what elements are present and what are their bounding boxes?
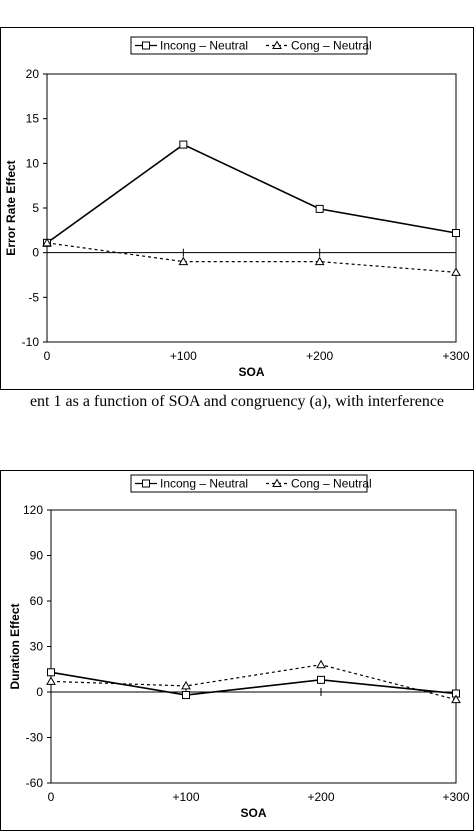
- plot-area: [50, 509, 457, 784]
- figure-caption: ent 1 as a function of SOA and congruenc…: [29, 393, 445, 410]
- y-tick-label: -60: [26, 776, 44, 790]
- data-point-2: [42, 237, 52, 247]
- legend: Incong – Neutral Cong – Neutral: [130, 474, 372, 493]
- data-point-1: [317, 675, 325, 684]
- data-point-1: [315, 204, 324, 213]
- legend-box: [130, 474, 368, 493]
- y-tick-label: 15: [26, 112, 40, 126]
- data-point-2: [181, 680, 191, 690]
- data-point-2: [46, 676, 56, 685]
- legend-label-1: Incong – Neutral: [160, 39, 248, 53]
- data-point-1: [179, 140, 188, 149]
- y-tick-label: -5: [28, 290, 39, 304]
- data-point-2: [451, 694, 461, 704]
- data-point-2: [314, 256, 325, 266]
- y-tick-label: 90: [30, 549, 44, 563]
- data-point-1: [452, 229, 460, 238]
- x-tick-label: +200: [307, 790, 334, 804]
- plot-area: [46, 73, 457, 343]
- legend: Incong – Neutral Cong – Neutral: [130, 36, 372, 55]
- duration-chart: 120 90 60 30 0 -30 -60 0 +100 +200 +300 SOA Duration…: [0, 470, 474, 831]
- y-axis-label: Duration Effect: [8, 603, 22, 689]
- legend-marker-2: [272, 478, 282, 487]
- legend-marker-1: [142, 41, 150, 50]
- y-tick-label: 10: [26, 156, 40, 170]
- legend-label-2: Cong – Neutral: [291, 39, 372, 53]
- legend-label-2: Cong – Neutral: [291, 477, 372, 491]
- x-tick-label: +300: [442, 349, 469, 363]
- y-tick-label: -10: [22, 335, 40, 349]
- x-tick-label: 0: [44, 349, 51, 363]
- series-line-2: [46, 242, 457, 273]
- legend-box: [130, 36, 368, 55]
- y-tick-label: 20: [26, 67, 40, 81]
- series-line-1: [46, 143, 457, 244]
- x-tick-label: +300: [442, 790, 469, 804]
- duration-chart-svg: 120 90 60 30 0 -30 -60 0 +100 +200 +300 SOA Duration…: [8, 474, 470, 820]
- legend-marker-2: [272, 40, 282, 49]
- y-tick-label: 30: [30, 640, 44, 654]
- x-tick-label: +200: [306, 349, 333, 363]
- data-point-2: [451, 267, 461, 276]
- x-tick-label: +100: [170, 349, 197, 363]
- y-tick-label: 120: [23, 503, 43, 517]
- x-axis-label: SOA: [240, 806, 266, 820]
- x-axis-label: SOA: [238, 365, 264, 379]
- y-tick-label: 0: [32, 246, 39, 260]
- data-point-1: [182, 691, 190, 700]
- legend-label-1: Incong – Neutral: [160, 477, 248, 491]
- data-point-2: [178, 256, 189, 266]
- y-axis-label: Error Rate Effect: [4, 160, 18, 255]
- data-point-1: [47, 668, 55, 677]
- series-line-2: [50, 664, 457, 701]
- error-rate-chart: 20 15 10 5 0 -5 -10 0 +100 +200 +300 SOA Error Rate …: [0, 27, 474, 390]
- y-tick-label: -30: [26, 731, 44, 745]
- y-tick-label: 5: [32, 201, 39, 215]
- x-tick-label: 0: [48, 790, 55, 804]
- error-rate-chart-svg: 20 15 10 5 0 -5 -10 0 +100 +200 +300 SOA Error Rate …: [4, 36, 470, 379]
- y-tick-label: 60: [30, 594, 44, 608]
- y-tick-label: 0: [36, 685, 43, 699]
- data-point-2: [316, 659, 326, 669]
- legend-marker-1: [142, 479, 150, 488]
- x-tick-label: +100: [172, 790, 199, 804]
